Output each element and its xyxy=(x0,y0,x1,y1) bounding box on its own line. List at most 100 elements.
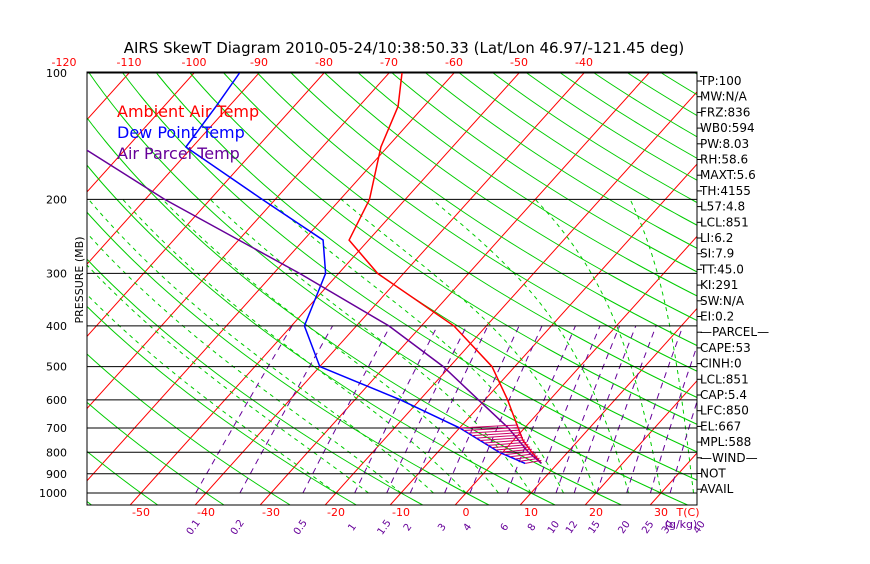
mixing-ratio-tick: 0.1 xyxy=(185,518,203,537)
series-line xyxy=(349,73,541,463)
y-tick-label: 800 xyxy=(46,446,67,459)
index-item: MW:N/A xyxy=(700,90,748,104)
top-temp-tick: -110 xyxy=(117,56,142,69)
index-item: KI:291 xyxy=(700,278,738,292)
isotherm xyxy=(260,72,650,505)
mixing-ratio-tick: 0.5 xyxy=(292,518,310,537)
mixing-ratio-line xyxy=(196,326,292,493)
mixing-ratio-tick: 8 xyxy=(526,522,539,534)
index-item: EI:0.2 xyxy=(700,310,734,324)
index-item: CINH:0 xyxy=(700,357,742,371)
legend-dewpoint: Dew Point Temp xyxy=(117,123,245,142)
index-item: LFC:850 xyxy=(700,404,749,418)
series-layer xyxy=(19,73,542,463)
mixing-ratio-tick: 25 xyxy=(640,519,656,536)
y-tick-label: 400 xyxy=(46,320,67,333)
index-item: TP:100 xyxy=(699,74,742,88)
bottom-temp-tick: -30 xyxy=(262,506,280,519)
bottom-temp-tick: 10 xyxy=(524,506,538,519)
index-item: LCL:851 xyxy=(700,215,749,229)
y-tick-label: 1000 xyxy=(39,487,67,500)
dry-adiabat xyxy=(392,73,870,505)
dry-adiabat xyxy=(830,73,870,505)
y-axis-label: PRESSURE (MB) xyxy=(73,237,86,324)
bottom-temp-tick: -40 xyxy=(197,506,215,519)
mixing-ratio-tick: 2 xyxy=(402,522,415,534)
y-tick-label: 300 xyxy=(46,267,67,280)
y-tick-label: 600 xyxy=(46,394,67,407)
mixing-ratio-tick: 3 xyxy=(436,522,449,534)
index-item: MAXT:5.6 xyxy=(700,168,756,182)
index-item: L57:4.8 xyxy=(700,200,745,214)
moist-adiabat xyxy=(58,199,401,493)
index-item: —WIND— xyxy=(700,451,758,465)
index-item: RH:58.6 xyxy=(700,153,748,167)
dry-adiabat xyxy=(796,73,870,505)
dry-adiabat xyxy=(662,73,870,505)
mixing-ratio-tick: 1 xyxy=(346,522,359,534)
series-line xyxy=(19,73,542,463)
bottom-temp-tick: -20 xyxy=(327,506,345,519)
dry-adiabat xyxy=(325,73,870,505)
y-tick-label: 700 xyxy=(46,422,67,435)
chart-title: AIRS SkewT Diagram 2010-05-24/10:38:50.3… xyxy=(124,39,685,57)
mixing-ratio-tick: 15 xyxy=(587,519,603,536)
index-item: WB0:594 xyxy=(700,121,755,135)
legend: Ambient Air Temp Dew Point Temp Air Parc… xyxy=(117,102,259,163)
mixing-ratio-tick: 6 xyxy=(499,522,512,534)
top-temp-tick: -60 xyxy=(445,56,463,69)
moist-adiabat xyxy=(210,199,531,493)
isotherm xyxy=(780,72,870,505)
index-item: NOT xyxy=(700,467,726,481)
bottom-temp-tick: -50 xyxy=(132,506,150,519)
index-item: PW:8.03 xyxy=(700,137,749,151)
mixing-ratio-line xyxy=(627,326,683,493)
index-item: EL:667 xyxy=(700,419,741,433)
index-item: CAPE:53 xyxy=(700,341,751,355)
top-temp-tick: -50 xyxy=(510,56,528,69)
index-item: TH:4155 xyxy=(699,184,751,198)
mixing-ratio-tick: 10 xyxy=(546,519,562,536)
mixing-ratio-tick: 4 xyxy=(462,522,475,534)
top-temp-tick: -120 xyxy=(52,56,77,69)
bottom-temp-tick: 0 xyxy=(463,506,470,519)
bottom-temp-tick: 20 xyxy=(589,506,603,519)
top-temp-tick: -40 xyxy=(575,56,593,69)
index-item: SW:N/A xyxy=(700,294,745,308)
mixing-unit-label: (g/kg) xyxy=(665,518,698,531)
mixing-ratio-tick: 12 xyxy=(564,519,580,536)
legend-ambient: Ambient Air Temp xyxy=(117,102,259,121)
dry-adiabat xyxy=(763,73,870,505)
moist-adiabat xyxy=(89,199,434,493)
top-temp-tick: -90 xyxy=(250,56,268,69)
dry-adiabat xyxy=(190,73,870,505)
index-item: LCL:851 xyxy=(700,372,749,386)
isotherm xyxy=(0,72,65,505)
index-item: FRZ:836 xyxy=(700,105,750,119)
dry-adiabat xyxy=(258,73,870,505)
mixing-ratio-line xyxy=(240,326,333,493)
legend-parcel: Air Parcel Temp xyxy=(117,144,240,163)
index-item: LI:6.2 xyxy=(700,231,733,245)
index-item: MPL:588 xyxy=(700,435,751,449)
isotherm xyxy=(195,72,585,505)
mixing-ratio-tick: 1.5 xyxy=(376,518,394,537)
isotherm xyxy=(455,72,845,505)
mixing-ratio-tick: 20 xyxy=(616,519,632,536)
moist-adiabat xyxy=(758,199,763,493)
moist-adiabat xyxy=(630,199,693,493)
top-temp-tick: -100 xyxy=(182,56,207,69)
y-tick-label: 900 xyxy=(46,468,67,481)
index-item: CAP:5.4 xyxy=(700,388,747,402)
dry-adiabat xyxy=(224,73,870,505)
mixing-ratio-tick: 0.2 xyxy=(229,518,247,537)
index-item: SI:7.9 xyxy=(700,247,734,261)
top-temp-tick: -70 xyxy=(380,56,398,69)
top-temp-tick: -80 xyxy=(315,56,333,69)
y-tick-label: 500 xyxy=(46,361,67,374)
index-item: AVAIL xyxy=(700,482,734,496)
index-item: —PARCEL— xyxy=(700,325,769,339)
